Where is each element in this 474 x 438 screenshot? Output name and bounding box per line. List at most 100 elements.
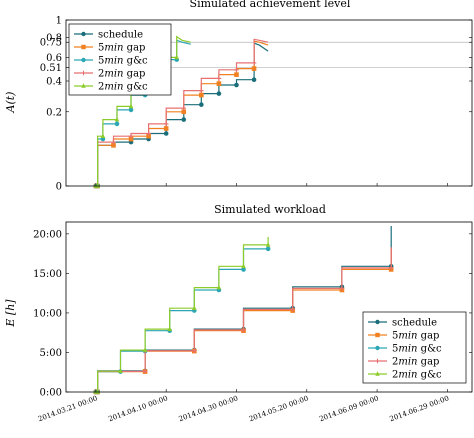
data-point-marker — [241, 327, 246, 333]
legend-marker — [81, 70, 86, 76]
data-point-marker — [241, 263, 246, 269]
ytick-label: 0 — [56, 182, 62, 193]
legend-label: 2min gap — [392, 357, 439, 368]
data-point-marker — [290, 307, 296, 312]
data-point-marker — [167, 326, 172, 331]
ytick-label: 0.4 — [46, 77, 62, 88]
achievement-legend: schedule 5min gap 5min g&c 2min gap 2min g&c — [68, 23, 172, 96]
legend-marker — [81, 31, 86, 37]
legend-label: schedule — [98, 30, 143, 41]
data-point-marker — [234, 82, 239, 88]
ytick-label: 1 — [56, 16, 62, 27]
legend-label: 5min g&c — [98, 56, 148, 67]
achievement-yticks: 0 0.2 0.4 0.510.6 0.750.8 1 — [40, 16, 472, 193]
legend-marker — [375, 332, 380, 338]
data-point-marker — [181, 109, 187, 115]
ytick-label: 15:00 — [33, 269, 62, 280]
data-point-marker — [216, 81, 222, 86]
data-point-marker — [241, 267, 246, 272]
data-point-marker — [114, 116, 120, 122]
legend-marker — [375, 345, 380, 351]
ytick-label: 20:00 — [33, 229, 62, 240]
data-point-marker — [163, 126, 169, 131]
legend-marker — [81, 83, 86, 88]
legend-label: schedule — [392, 318, 437, 329]
workload-axes-frame — [65, 221, 473, 393]
data-point-marker — [111, 139, 116, 145]
data-point-marker — [174, 54, 180, 60]
workload-yticks: 0:00 5:00 10:00 15:00 20:00 — [33, 229, 472, 399]
data-point-marker — [146, 133, 151, 139]
series-line — [95, 237, 269, 393]
legend-label: 2min gap — [98, 69, 145, 80]
data-point-marker — [192, 305, 197, 310]
ytick-label: 0:00 — [40, 388, 62, 399]
data-point-marker — [216, 284, 222, 290]
achievement-axes-frame — [65, 19, 473, 187]
ytick-label: 0.2 — [46, 107, 62, 118]
data-point-marker — [265, 242, 271, 247]
ytick-label: 10:00 — [33, 308, 62, 319]
data-point-marker — [251, 60, 257, 66]
legend-marker — [81, 57, 86, 63]
data-point-marker — [118, 368, 123, 374]
data-point-marker — [192, 348, 197, 354]
workload-ylabel: E [h] — [4, 299, 17, 328]
data-point-marker — [199, 92, 204, 98]
legend-label: 2min g&c — [392, 370, 442, 381]
legend-label: 5min gap — [392, 331, 439, 342]
data-point-marker — [95, 183, 100, 188]
data-point-marker — [128, 107, 134, 113]
ytick-label: 0.8 — [46, 33, 62, 44]
data-point-marker — [199, 88, 204, 93]
data-point-marker — [142, 369, 148, 374]
xtick-label: 2014.05.20 00:00 — [248, 394, 309, 423]
data-point-marker — [251, 77, 257, 83]
ytick-label: 5:00 — [40, 348, 62, 359]
workload-title: Simulated workload — [214, 203, 326, 216]
data-point-marker — [388, 265, 394, 271]
workload-legend: schedule 5min gap 5min g&c 2min gap 2min g&c — [362, 311, 467, 384]
data-point-marker — [163, 121, 169, 127]
legend-label: 5min g&c — [392, 344, 442, 355]
achievement-panel: Simulated achievement level A(t) 0 0.2 0.4… — [4, 0, 473, 193]
data-point-marker — [265, 246, 271, 252]
data-point-marker — [128, 103, 134, 109]
achievement-ylabel: A(t) — [4, 92, 17, 114]
data-point-marker — [111, 143, 116, 148]
data-point-marker — [146, 131, 151, 136]
xtick-label: 2014.06.09 00:00 — [318, 394, 379, 423]
data-point-marker — [128, 133, 134, 139]
workload-series — [93, 226, 394, 395]
data-point-marker — [199, 102, 204, 107]
data-point-marker — [142, 347, 148, 352]
data-point-marker — [251, 66, 257, 71]
ytick-label: 0.51 — [40, 63, 62, 74]
ytick-label: 0.75 — [40, 38, 62, 49]
legend-label: 2min g&c — [98, 82, 148, 93]
data-point-marker — [128, 136, 134, 142]
achievement-title: Simulated achievement level — [190, 0, 351, 10]
xtick-label: 2014.06.29 00:00 — [389, 394, 450, 423]
data-point-marker — [181, 105, 187, 111]
legend-marker — [81, 44, 86, 50]
data-point-marker — [114, 121, 120, 127]
data-point-marker — [339, 286, 345, 291]
ytick-label: 0.6 — [46, 53, 62, 64]
data-point-marker — [163, 131, 169, 136]
workload-xticks: 2014.03.21 00:00 2014.04.10 00:00 2014.04.… — [37, 183, 450, 423]
legend-marker — [375, 319, 380, 325]
xtick-label: 2014.04.30 00:00 — [178, 394, 239, 423]
xtick-label: 2014.04.10 00:00 — [107, 394, 168, 423]
xtick-label: 2014.03.21 00:00 — [37, 394, 98, 423]
data-point-marker — [234, 67, 239, 73]
legend-label: 5min gap — [98, 43, 145, 54]
legend-marker — [375, 358, 380, 364]
legend-marker — [375, 371, 380, 376]
data-point-marker — [216, 91, 222, 96]
data-point-marker — [216, 76, 222, 81]
data-point-marker — [234, 72, 239, 77]
data-point-marker — [181, 117, 187, 122]
data-point-marker — [100, 133, 106, 138]
